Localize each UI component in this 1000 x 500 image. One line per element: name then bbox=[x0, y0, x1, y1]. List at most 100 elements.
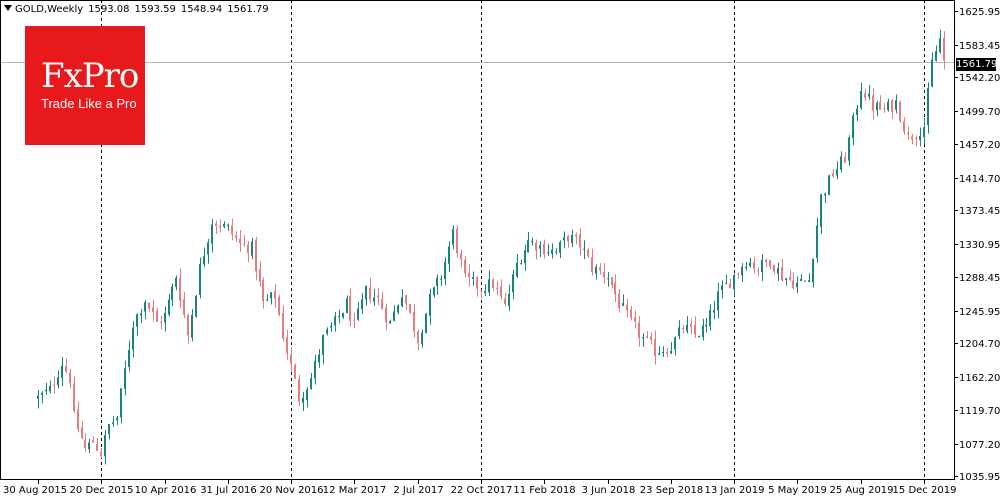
candle-up bbox=[203, 256, 205, 265]
candle-up bbox=[171, 286, 173, 300]
candle-up bbox=[330, 325, 332, 328]
y-tick-label: 1204.70 bbox=[959, 339, 1000, 350]
candle-down bbox=[915, 137, 917, 139]
candle-up bbox=[57, 377, 59, 386]
candle-up bbox=[658, 353, 660, 355]
candle-down bbox=[290, 354, 292, 364]
y-tick-label: 1162.20 bbox=[959, 373, 1000, 384]
candle-down bbox=[638, 322, 640, 338]
candle-up bbox=[563, 237, 565, 241]
candle-down bbox=[353, 319, 355, 321]
candle-up bbox=[828, 175, 830, 195]
candle-down bbox=[864, 93, 866, 98]
candle-down bbox=[405, 295, 407, 304]
candle-up bbox=[524, 250, 526, 264]
candle-down bbox=[377, 295, 379, 298]
candle-up bbox=[342, 313, 344, 318]
candle-up bbox=[444, 261, 446, 279]
candle-down bbox=[96, 444, 98, 451]
candle-up bbox=[749, 262, 751, 266]
candle-up bbox=[622, 303, 624, 306]
candle-down bbox=[599, 267, 601, 271]
candle-up bbox=[785, 278, 787, 281]
candle-down bbox=[179, 277, 181, 301]
y-tick-label: 1583.45 bbox=[959, 41, 1000, 52]
candle-up bbox=[583, 248, 585, 250]
candle-up bbox=[318, 354, 320, 363]
y-tick-label: 1373.45 bbox=[959, 206, 1000, 217]
candle-up bbox=[717, 291, 719, 311]
candle-up bbox=[104, 435, 106, 457]
candle-up bbox=[512, 274, 514, 293]
candle-down bbox=[294, 364, 296, 379]
candle-up bbox=[191, 314, 193, 338]
candle-up bbox=[452, 228, 454, 245]
candle-down bbox=[496, 287, 498, 289]
candle-up bbox=[761, 259, 763, 273]
candle-up bbox=[527, 239, 529, 253]
candle-up bbox=[120, 388, 122, 418]
candle-down bbox=[492, 279, 494, 288]
candle-down bbox=[634, 317, 636, 322]
x-tick-label: 20 Nov 2016 bbox=[259, 485, 323, 496]
candle-down bbox=[567, 235, 569, 242]
candle-down bbox=[650, 336, 652, 340]
candle-up bbox=[112, 422, 114, 424]
candle-up bbox=[361, 299, 363, 310]
candle-down bbox=[757, 269, 759, 271]
candle-down bbox=[765, 259, 767, 263]
y-tick-label: 1077.20 bbox=[959, 440, 1000, 451]
candle-down bbox=[84, 440, 86, 448]
candle-down bbox=[215, 223, 217, 227]
candle-up bbox=[520, 263, 522, 265]
candle-up bbox=[551, 249, 553, 254]
candle-up bbox=[702, 325, 704, 338]
candle-up bbox=[860, 91, 862, 108]
candle-up bbox=[539, 245, 541, 249]
x-tick-label: 3 Jun 2018 bbox=[582, 485, 636, 496]
candle-up bbox=[741, 266, 743, 276]
candle-up bbox=[334, 316, 336, 326]
candle-down bbox=[844, 156, 846, 163]
candle-up bbox=[531, 240, 533, 243]
candle-up bbox=[796, 282, 798, 288]
candle-down bbox=[413, 311, 415, 332]
candle-up bbox=[448, 246, 450, 264]
candle-down bbox=[235, 235, 237, 238]
candle-up bbox=[393, 311, 395, 321]
candle-up bbox=[547, 252, 549, 254]
candle-up bbox=[919, 135, 921, 141]
candle-up bbox=[266, 299, 268, 301]
candle-down bbox=[476, 277, 478, 289]
candle-down bbox=[666, 351, 668, 354]
candle-down bbox=[575, 234, 577, 237]
candle-up bbox=[895, 100, 897, 110]
candle-down bbox=[468, 272, 470, 278]
candle-down bbox=[243, 243, 245, 245]
candle-up bbox=[314, 360, 316, 379]
x-tick-label: 12 Mar 2017 bbox=[323, 485, 386, 496]
candle-down bbox=[417, 331, 419, 343]
candle-up bbox=[326, 329, 328, 334]
candle-down bbox=[286, 337, 288, 354]
y-tick-label: 1625.95 bbox=[959, 7, 1000, 18]
x-tick-label: 31 Jul 2016 bbox=[200, 485, 257, 496]
x-tick-label: 25 Aug 2019 bbox=[829, 485, 893, 496]
candle-up bbox=[357, 308, 359, 320]
candle-up bbox=[108, 424, 110, 435]
candle-up bbox=[211, 224, 213, 244]
chart-header: GOLD,Weekly 1593.08 1593.59 1548.94 1561.79 bbox=[4, 4, 274, 15]
candle-down bbox=[456, 228, 458, 254]
candle-down bbox=[891, 100, 893, 112]
candle-down bbox=[65, 366, 67, 372]
candle-down bbox=[626, 304, 628, 311]
candle-up bbox=[124, 368, 126, 389]
y-tick-label: 1414.70 bbox=[959, 174, 1000, 185]
candle-down bbox=[737, 273, 739, 275]
candle-down bbox=[183, 299, 185, 316]
candle-down bbox=[729, 283, 731, 288]
candle-down bbox=[543, 243, 545, 255]
candle-up bbox=[270, 292, 272, 299]
candle-down bbox=[259, 269, 261, 282]
